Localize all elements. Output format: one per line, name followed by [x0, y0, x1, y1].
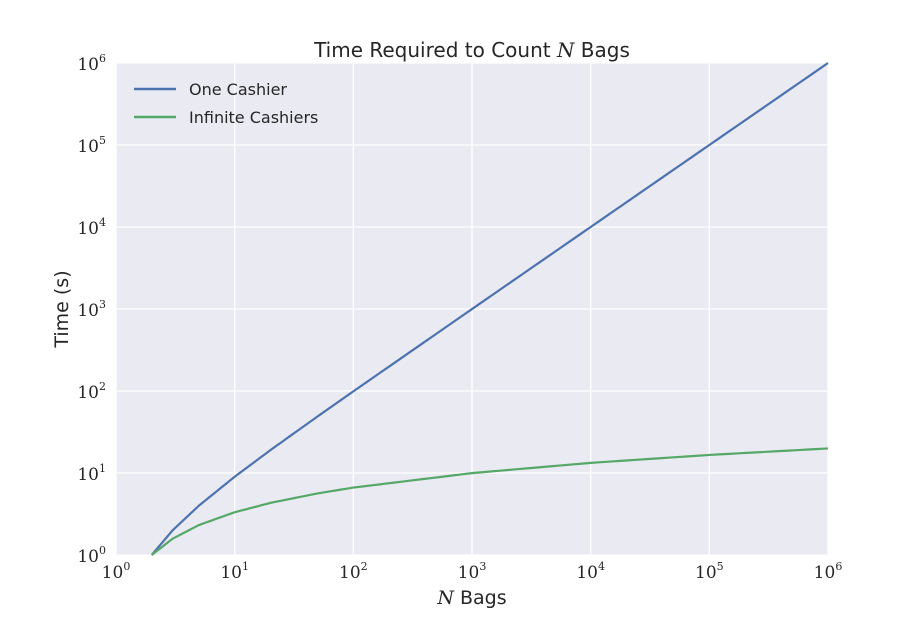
- x-tick-label: 102: [339, 560, 368, 583]
- y-tick-label: 104: [77, 216, 106, 239]
- y-tick-label: 101: [77, 462, 106, 485]
- y-tick-label: 102: [77, 380, 106, 403]
- x-tick-label: 105: [695, 560, 724, 583]
- y-tick-label: 106: [77, 52, 106, 75]
- x-tick-label: 101: [220, 560, 249, 583]
- chart-title: Time Required to Count N Bags: [313, 38, 630, 62]
- x-tick-label: 104: [576, 560, 605, 583]
- x-tick-label: 100: [102, 560, 131, 583]
- y-tick-label: 103: [77, 298, 106, 321]
- legend-label: One Cashier: [189, 80, 287, 99]
- series-lines: [150, 62, 829, 556]
- x-tick-label: 103: [458, 560, 487, 583]
- y-axis-label: Time (s): [51, 270, 73, 348]
- y-tick-label: 100: [77, 544, 106, 567]
- y-tick-label: 105: [77, 134, 106, 157]
- legend-label: Infinite Cashiers: [189, 108, 318, 127]
- x-tick-label: 106: [814, 560, 843, 583]
- x-axis-label: N Bags: [436, 587, 506, 609]
- y-tick-labels: 100 101 102 103 104 105 106: [77, 52, 106, 567]
- series-line-one-cashier: [150, 62, 829, 556]
- legend: One Cashier Infinite Cashiers: [134, 80, 318, 127]
- series-line-infinite-cashiers: [151, 447, 829, 556]
- x-tick-labels: 100 101 102 103 104 105 106: [102, 560, 843, 583]
